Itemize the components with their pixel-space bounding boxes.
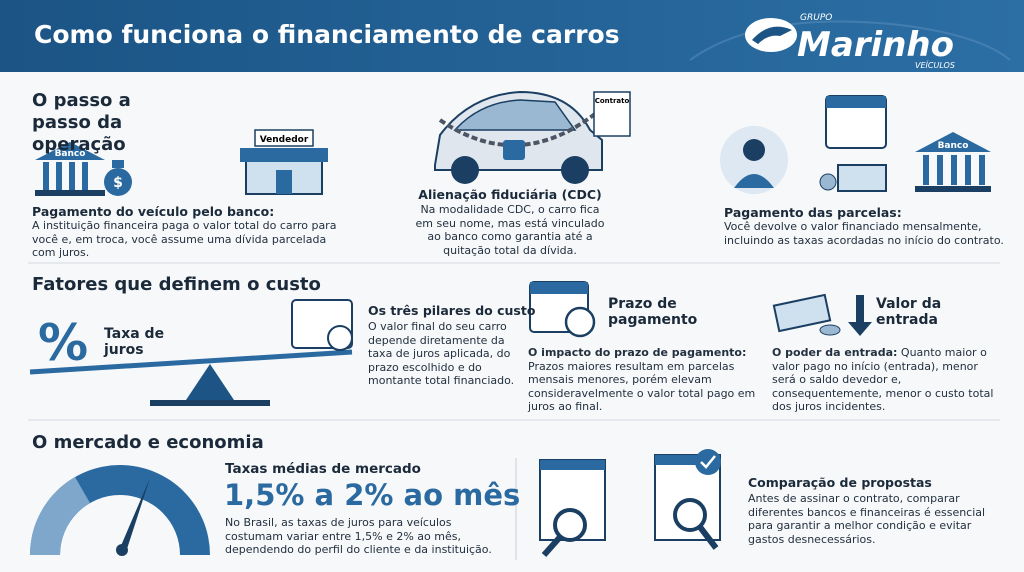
percent-symbol: %: [38, 314, 88, 372]
pillars-title: Os três pilares do custo: [368, 303, 536, 318]
header-bar: [0, 0, 1024, 72]
header-car-sketch: [689, 20, 1011, 61]
step-title: Pagamento das parcelas:: [724, 205, 902, 220]
down-payment-label: Valor da entrada: [876, 296, 942, 328]
compare-title: Comparação de propostas: [748, 475, 932, 490]
step-title: Alienação fiduciária (CDC): [418, 187, 602, 202]
person-icon: [720, 126, 788, 194]
icon-label: Banco: [938, 141, 969, 151]
icon-label: Vendedor: [260, 135, 309, 145]
icon-label: Contrato: [595, 97, 630, 105]
store-icon: Vendedor: [240, 129, 328, 195]
term-text: O impacto do prazo de pagamento: Prazos …: [528, 346, 760, 414]
page-title: Como funciona o financiamento de carros: [34, 20, 620, 49]
term-label: Prazo de pagamento: [608, 296, 698, 328]
rates-text: No Brasil, as taxas de juros para veícul…: [225, 516, 492, 556]
section-title: O mercado e economia: [32, 432, 264, 453]
step-text: Você devolve o valor financiado mensalme…: [724, 220, 1004, 247]
bank-icon: Banco: [35, 142, 105, 196]
compare-text: Antes de assinar o contrato, comparar di…: [748, 492, 986, 546]
rates-title: Taxas médias de mercado: [225, 461, 421, 477]
term-body: Prazos maiores resultam em parcelas mens…: [528, 359, 756, 414]
cash-icon: [819, 164, 887, 192]
down-payment-lead: O poder da entrada:: [772, 346, 898, 359]
step-text: Na modalidade CDC, o carro fica em seu n…: [415, 203, 605, 257]
down-payment-text: O poder da entrada: Quanto maior o valor…: [772, 346, 1004, 414]
svg-text:$: $: [113, 175, 123, 191]
seesaw-icon: %: [29, 299, 353, 406]
icon-label: Banco: [55, 149, 86, 159]
step-title: Pagamento do veículo pelo banco:: [32, 204, 275, 219]
section-title: Fatores que definem o custo: [32, 274, 321, 295]
bank-icon: Banco: [915, 132, 991, 192]
rates-value: 1,5% a 2% ao mês: [224, 478, 521, 512]
step-text: A instituição financeira paga o valor to…: [32, 219, 337, 259]
gauge-icon: [29, 465, 210, 556]
logo-bottom: VEÍCULOS: [915, 59, 955, 70]
rate-label: Taxa de juros: [104, 326, 165, 358]
money-arrow-icon: [772, 293, 872, 336]
calendar-icon: [825, 95, 887, 149]
pillars-text: O valor final do seu carro depende diret…: [368, 320, 515, 387]
car-icon: Contrato: [434, 90, 631, 184]
compare-docs-icon: [539, 449, 721, 557]
term-lead: O impacto do prazo de pagamento:: [528, 346, 747, 359]
down-payment-body: Quanto maior o valor pago no início (ent…: [772, 346, 994, 413]
logo-name: Marinho: [797, 25, 954, 65]
section-title: O passo a passo da operação: [32, 90, 131, 155]
money-bag-icon: $: [104, 160, 132, 196]
logo-swoosh: [752, 26, 792, 44]
calendar-clock-icon: [529, 281, 596, 338]
logo-top: GRUPO: [800, 13, 832, 23]
